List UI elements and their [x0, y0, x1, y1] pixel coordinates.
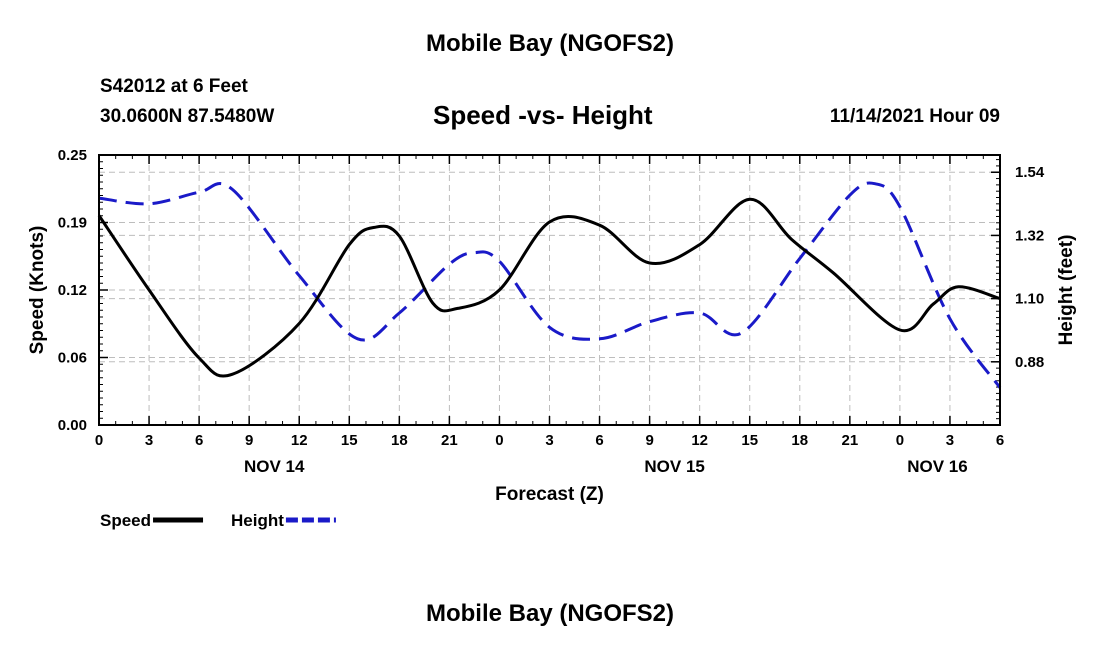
x-tick-label: 9: [245, 432, 253, 449]
date-label: NOV 15: [644, 457, 704, 476]
y-left-axis-label: Speed (Knots): [27, 226, 48, 355]
x-tick-label: 15: [741, 432, 758, 449]
y-left-tick-label: 0.19: [58, 215, 87, 232]
chart: 0 3 6 9 12 15 18 21 0 3 6 9 12 15 18 21 0 3 6 NOV 14 NOV 15 N…: [27, 147, 1077, 530]
legend-label-height: Height: [231, 511, 284, 530]
x-tick-label: 0: [495, 432, 503, 449]
series-line-height: [98, 181, 1002, 389]
chart-subtitle: Speed -vs- Height: [433, 100, 653, 130]
x-tick-label: 12: [291, 432, 308, 449]
x-tick-label: 3: [946, 432, 954, 449]
date-label: NOV 16: [907, 457, 967, 476]
x-tick-label: 18: [791, 432, 808, 449]
footer-title: Mobile Bay (NGOFS2): [425, 600, 675, 627]
coordinates-label: 30.0600N 87.5480W: [100, 106, 275, 127]
y-right-tick-label: 1.54: [1015, 164, 1045, 181]
x-tick-label: 12: [691, 432, 708, 449]
date-label: NOV 14: [244, 457, 305, 476]
x-tick-label: 3: [145, 432, 153, 449]
x-tick-label: 0: [95, 432, 103, 449]
x-tick-label: 21: [441, 432, 458, 449]
x-tick-label: 18: [391, 432, 408, 449]
y-left-tick-label: 0.12: [58, 282, 87, 299]
x-tick-label: 3: [545, 432, 553, 449]
plot-frame: [98, 154, 1001, 426]
x-tick-label: 6: [996, 432, 1004, 449]
x-tick-label: 21: [841, 432, 858, 449]
x-tick-label: 15: [341, 432, 358, 449]
y-right-tick-label: 1.32: [1015, 227, 1044, 244]
y-right-axis-label: Height (feet): [1056, 235, 1077, 346]
y-left-tick-label: 0.00: [58, 417, 87, 434]
series-line-speed: [97, 197, 1001, 378]
y-right-tick-label: 1.10: [1015, 291, 1044, 308]
y-left-tick-label: 0.25: [58, 147, 87, 164]
x-axis-label: Forecast (Z): [495, 484, 604, 505]
x-tick-label: 6: [195, 432, 203, 449]
station-label: S42012 at 6 Feet: [100, 76, 248, 97]
datetime-label: 11/14/2021 Hour 09: [829, 106, 1000, 127]
y-right-tick-label: 0.88: [1015, 354, 1044, 371]
main-title: Mobile Bay (NGOFS2): [425, 30, 675, 57]
y-left-tick-label: 0.06: [58, 350, 87, 367]
x-tick-label: 0: [896, 432, 904, 449]
x-tick-label: 6: [595, 432, 603, 449]
legend-label-speed: Speed: [100, 511, 151, 530]
x-tick-label: 9: [645, 432, 653, 449]
